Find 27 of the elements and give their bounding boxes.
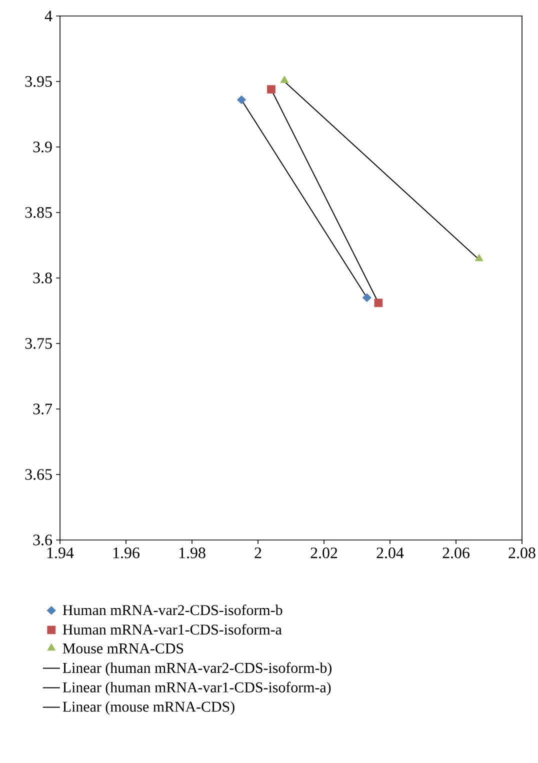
point: [267, 85, 276, 94]
y-tick-label: 4: [44, 10, 52, 22]
x-tick-label: 1.94: [47, 548, 74, 558]
y-tick-label: 3.7: [33, 404, 52, 414]
x-tick-label: 2: [254, 548, 262, 558]
point: [374, 298, 383, 308]
legend-label: Linear (human mRNA-var2-CDS-isoform-b): [62, 662, 332, 676]
y-tick-label: 3.6: [33, 534, 52, 546]
legend-label: Linear (human mRNA-var1-CDS-isoform-a): [62, 682, 331, 696]
x-tick-label: 2.06: [442, 548, 470, 558]
legend-label: Human mRNA-var1-CDS-isoform-a: [62, 624, 282, 635]
y-tick-label: 3.85: [25, 207, 52, 218]
point: [362, 293, 372, 302]
x-tick-label: 2.02: [310, 548, 338, 558]
y-tick-label: 3.8: [33, 272, 52, 284]
y-tick-label: 3.95: [25, 76, 52, 87]
x-tick-label: 1.98: [179, 548, 206, 558]
legend-label: Mouse mRNA-CDS: [62, 643, 184, 654]
y-tick-label: 3.9: [33, 142, 52, 152]
x-tick-label: 2.08: [508, 548, 536, 558]
y-tick-label: 3.65: [25, 469, 52, 480]
legend-label: Linear (mouse mRNA-CDS): [62, 701, 234, 715]
point: [236, 95, 246, 104]
y-tick-label: 3.75: [25, 338, 52, 349]
legend-label: Human mRNA-var2-CDS-isoform-b: [62, 604, 282, 616]
x-tick-label: 2.04: [376, 548, 404, 558]
x-tick-label: 1.96: [113, 548, 140, 558]
